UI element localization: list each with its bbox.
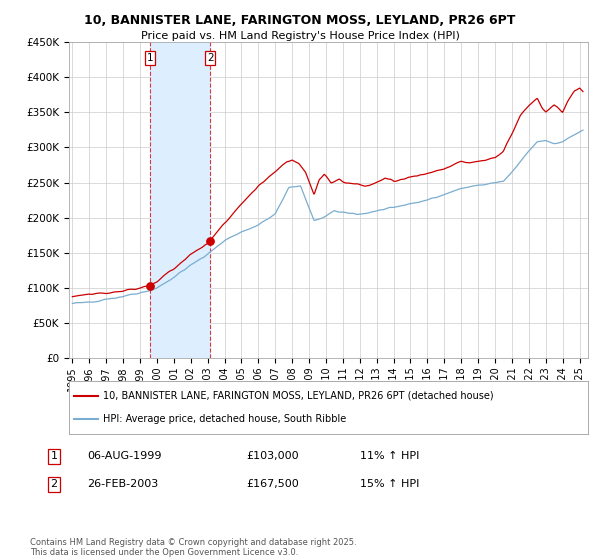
Text: 06-AUG-1999: 06-AUG-1999 xyxy=(87,451,161,461)
Text: 2: 2 xyxy=(207,53,214,63)
Text: 10, BANNISTER LANE, FARINGTON MOSS, LEYLAND, PR26 6PT (detached house): 10, BANNISTER LANE, FARINGTON MOSS, LEYL… xyxy=(103,391,493,401)
Text: 10, BANNISTER LANE, FARINGTON MOSS, LEYLAND, PR26 6PT: 10, BANNISTER LANE, FARINGTON MOSS, LEYL… xyxy=(85,14,515,27)
Text: 26-FEB-2003: 26-FEB-2003 xyxy=(87,479,158,489)
Text: £167,500: £167,500 xyxy=(246,479,299,489)
Bar xyxy=(150,42,210,358)
Text: £103,000: £103,000 xyxy=(246,451,299,461)
Point xyxy=(145,282,155,291)
Text: 2: 2 xyxy=(50,479,58,489)
Text: 1: 1 xyxy=(147,53,154,63)
Text: HPI: Average price, detached house, South Ribble: HPI: Average price, detached house, Sout… xyxy=(103,414,346,424)
Text: 15% ↑ HPI: 15% ↑ HPI xyxy=(360,479,419,489)
Text: 1: 1 xyxy=(50,451,58,461)
Point xyxy=(205,236,215,245)
Text: 11% ↑ HPI: 11% ↑ HPI xyxy=(360,451,419,461)
Text: Contains HM Land Registry data © Crown copyright and database right 2025.
This d: Contains HM Land Registry data © Crown c… xyxy=(30,538,356,557)
Text: Price paid vs. HM Land Registry's House Price Index (HPI): Price paid vs. HM Land Registry's House … xyxy=(140,31,460,41)
